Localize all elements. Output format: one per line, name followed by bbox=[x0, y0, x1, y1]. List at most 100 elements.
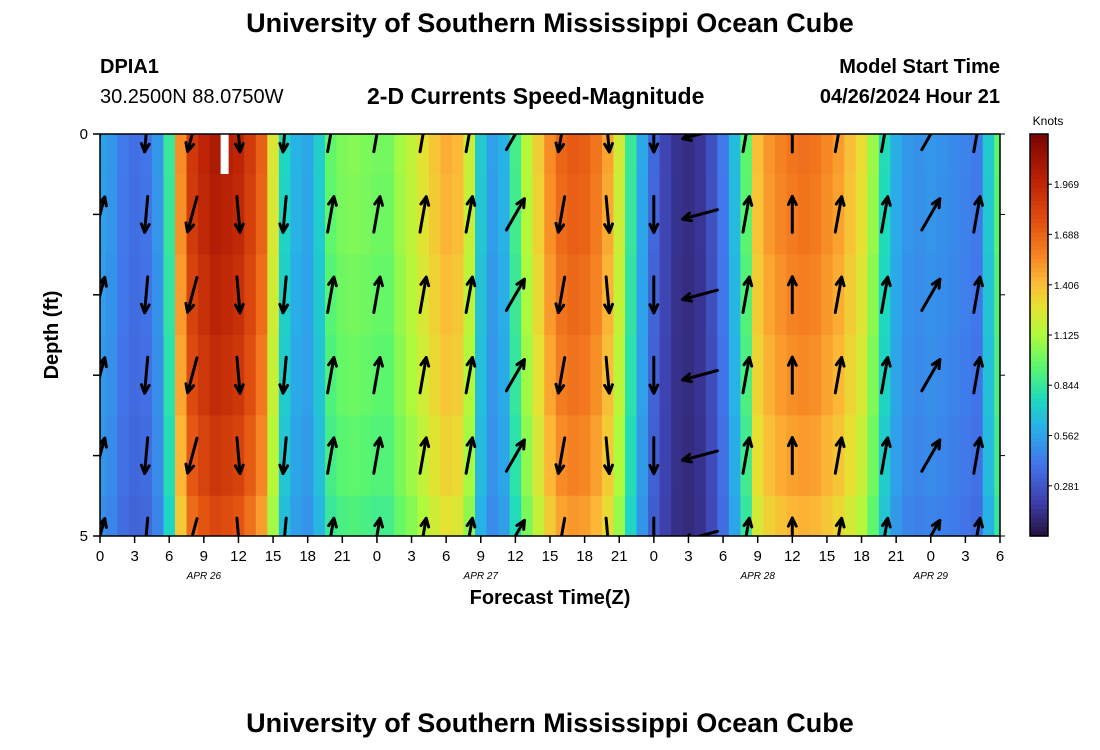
vector-shaft bbox=[972, 436, 982, 475]
current-vector bbox=[560, 516, 567, 536]
heat-cell bbox=[705, 174, 718, 256]
heat-cell bbox=[659, 174, 672, 256]
vector-head bbox=[184, 301, 196, 314]
heat-cell bbox=[717, 415, 730, 497]
heat-cell bbox=[451, 335, 465, 416]
colorbar-tick-label: 0.281 bbox=[1054, 482, 1079, 493]
vector-head bbox=[278, 222, 290, 234]
vector-shaft bbox=[281, 436, 288, 475]
heat-cell bbox=[867, 495, 880, 536]
vector-shaft bbox=[326, 275, 336, 314]
vector-head bbox=[681, 292, 693, 303]
vector-head bbox=[554, 141, 566, 154]
heat-cell bbox=[405, 415, 418, 497]
heat-cell bbox=[117, 335, 130, 416]
colorbar-cell bbox=[1030, 375, 1048, 381]
colorbar-cell bbox=[1030, 522, 1048, 528]
heat-cell bbox=[994, 254, 1000, 336]
vector-shaft bbox=[513, 518, 526, 536]
heat-cell bbox=[348, 415, 361, 497]
colorbar-cell bbox=[1030, 486, 1048, 492]
heat-cell bbox=[475, 495, 488, 536]
heat-cell bbox=[544, 495, 557, 536]
colorbar-cell bbox=[1030, 201, 1048, 207]
vector-shaft bbox=[972, 134, 979, 154]
model-start-label: Model Start Time bbox=[839, 56, 1000, 78]
heat-cell bbox=[775, 174, 788, 256]
heat-cell bbox=[901, 254, 915, 336]
current-vector bbox=[880, 436, 892, 475]
colorbar-cell bbox=[1030, 410, 1048, 416]
heat-cell bbox=[521, 335, 534, 416]
heat-cell bbox=[809, 495, 822, 536]
heat-cell bbox=[890, 134, 903, 175]
current-vector bbox=[372, 436, 384, 475]
heat-cell bbox=[809, 254, 822, 336]
heat-cell bbox=[763, 254, 776, 336]
vector-head bbox=[329, 116, 337, 125]
vector-head bbox=[930, 518, 942, 531]
heat-cell bbox=[578, 335, 591, 416]
vector-head bbox=[834, 275, 846, 288]
heat-cell bbox=[994, 415, 1000, 497]
heat-cell bbox=[671, 415, 684, 497]
vector-shaft bbox=[464, 275, 474, 314]
heat-cell bbox=[567, 174, 580, 256]
heat-cell bbox=[336, 134, 349, 175]
vector-head bbox=[648, 142, 660, 154]
heat-cell bbox=[255, 254, 268, 336]
colorbar-cell bbox=[1030, 156, 1048, 162]
vector-shaft bbox=[372, 275, 382, 314]
heat-cell bbox=[209, 134, 222, 175]
heat-cell bbox=[717, 495, 730, 536]
current-vector bbox=[184, 436, 199, 475]
date-label: APR 28 bbox=[739, 571, 775, 582]
colorbar-cell bbox=[1030, 504, 1048, 510]
heat-cell bbox=[982, 254, 995, 336]
heat-cell bbox=[613, 254, 626, 336]
vector-head bbox=[834, 356, 846, 368]
heat-cell bbox=[521, 174, 534, 256]
heat-cell bbox=[890, 254, 903, 336]
colorbar-cell bbox=[1030, 272, 1048, 278]
current-vector bbox=[880, 516, 892, 536]
heat-cell bbox=[255, 495, 268, 536]
vector-shaft bbox=[464, 134, 471, 154]
heat-cell bbox=[394, 495, 407, 536]
vector-head bbox=[278, 383, 290, 395]
vector-shaft bbox=[235, 195, 242, 234]
vector-head bbox=[742, 436, 754, 449]
heat-cell bbox=[844, 174, 857, 256]
current-vector bbox=[880, 195, 892, 234]
current-vector bbox=[464, 195, 477, 234]
heat-cell bbox=[775, 495, 788, 536]
vector-shaft bbox=[190, 517, 199, 536]
heat-cell bbox=[578, 134, 591, 175]
heat-cell bbox=[428, 495, 441, 536]
heat-cell bbox=[394, 134, 407, 175]
vector-shaft bbox=[741, 134, 748, 154]
x-tick-label: 9 bbox=[477, 548, 485, 565]
vector-shaft bbox=[372, 195, 382, 234]
heat-cell bbox=[567, 335, 580, 416]
heat-cell bbox=[659, 415, 672, 497]
heat-cell bbox=[486, 335, 499, 416]
heat-cell bbox=[313, 335, 326, 416]
vector-shaft bbox=[186, 134, 194, 153]
colorbar-cell bbox=[1030, 531, 1048, 537]
heat-cell bbox=[578, 174, 591, 256]
colorbar-cell bbox=[1030, 290, 1048, 296]
heat-cell bbox=[175, 134, 188, 175]
colorbar-tick-label: 0.562 bbox=[1054, 432, 1079, 443]
vector-shaft bbox=[920, 197, 942, 232]
vector-shaft bbox=[186, 356, 199, 395]
current-vector bbox=[786, 516, 798, 536]
colorbar-cell bbox=[1030, 214, 1048, 220]
heat-cell bbox=[359, 495, 372, 536]
heat-cell bbox=[798, 174, 811, 256]
vector-head bbox=[184, 382, 196, 395]
vector-head bbox=[186, 545, 194, 554]
heat-cell bbox=[128, 174, 141, 256]
colorbar-label: Knots bbox=[1033, 114, 1064, 128]
vector-head bbox=[100, 195, 108, 208]
